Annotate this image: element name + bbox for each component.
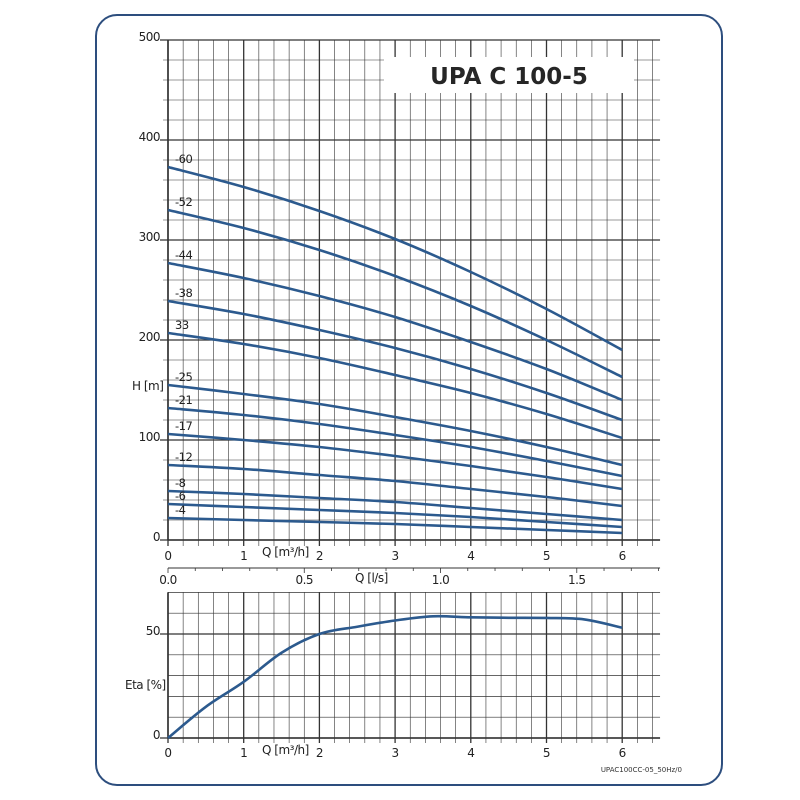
head-curve-stage-12 [167,463,623,508]
curve-label: -21 [175,393,192,407]
x-axis-label-flow: Q [m³/h] [262,545,309,559]
y-tick-label: 400 [139,130,160,144]
eta-x-tick-label: 6 [619,746,626,760]
x-tick-label: 5 [543,549,550,563]
y-tick-label: 300 [139,230,160,244]
efficiency-curve [167,614,623,740]
curve-labels: -60 -52 -44 -38 33 -25 -21 -17 -12 -8-6-4 [175,152,193,517]
lps-tick-label: 0.0 [159,573,177,587]
head-curve-stage-4 [167,516,623,535]
chart-code: UPAC100CC-05_50Hz/0 [601,766,682,774]
x-axis-label-flow-eta: Q [m³/h] [262,743,309,757]
curve-label: -60 [175,152,192,166]
eta-x-tick-label: 0 [164,746,171,760]
head-curve-stage-21 [167,406,623,478]
x-tick-label: 3 [392,549,399,563]
efficiency-chart-grid [160,592,661,743]
head-curve-stage-8 [167,489,623,522]
x-tick-label: 4 [467,549,474,563]
chart-title: UPA C 100-5 [430,64,588,90]
y-axis-label-eta: Eta [%] [125,678,166,692]
lps-tick-label: 1.5 [568,573,586,587]
x-tick-label: 2 [316,549,323,563]
eta-x-tick-label: 4 [467,746,474,760]
y-tick-label: 100 [139,430,160,444]
head-curve-stage-44 [167,261,623,402]
curve-label: -52 [175,195,192,209]
curve-label: -12 [175,450,192,464]
curve-label: -38 [175,286,192,300]
head-curve-stage-38 [167,299,623,422]
y-axis-label-head: H [m] [132,379,163,393]
curve-label: -25 [175,370,192,384]
curve-label: -8 [175,476,186,490]
eta-y-tick-label: 50 [146,624,160,638]
x-axis-label-lps: Q [l/s] [355,571,388,585]
y-tick-label: 200 [139,330,160,344]
head-curve-stage-25 [167,383,623,467]
eta-x-tick-label: 2 [316,746,323,760]
eta-x-tick-label: 3 [392,746,399,760]
efficiency-line [167,614,623,740]
head-chart-grid [160,39,661,573]
lps-tick-label: 0.5 [295,573,313,587]
curve-label: -17 [175,419,192,433]
y-tick-label: 500 [139,30,160,44]
lps-tick-label: 1.0 [432,573,450,587]
head-curve-33 [167,331,623,440]
curve-label: 33 [175,318,189,332]
chart-frame [95,14,723,786]
curve-label: -6 [175,489,186,503]
head-curve-stage-6 [167,502,623,529]
head-curve-stage-52 [167,208,623,379]
eta-x-tick-label: 1 [240,746,247,760]
curve-label: -44 [175,248,192,262]
x-tick-label: 0 [164,549,171,563]
y-tick-label: 0 [153,530,160,544]
head-curves [167,165,623,535]
eta-x-tick-label: 5 [543,746,550,760]
x-tick-label: 1 [240,549,247,563]
head-curve-stage-60 [167,165,623,352]
curve-label: -4 [175,503,186,517]
x-tick-label: 6 [619,549,626,563]
head-curve-stage-17 [167,432,623,491]
title-box [384,57,634,93]
eta-y-tick-label: 0 [153,728,160,742]
